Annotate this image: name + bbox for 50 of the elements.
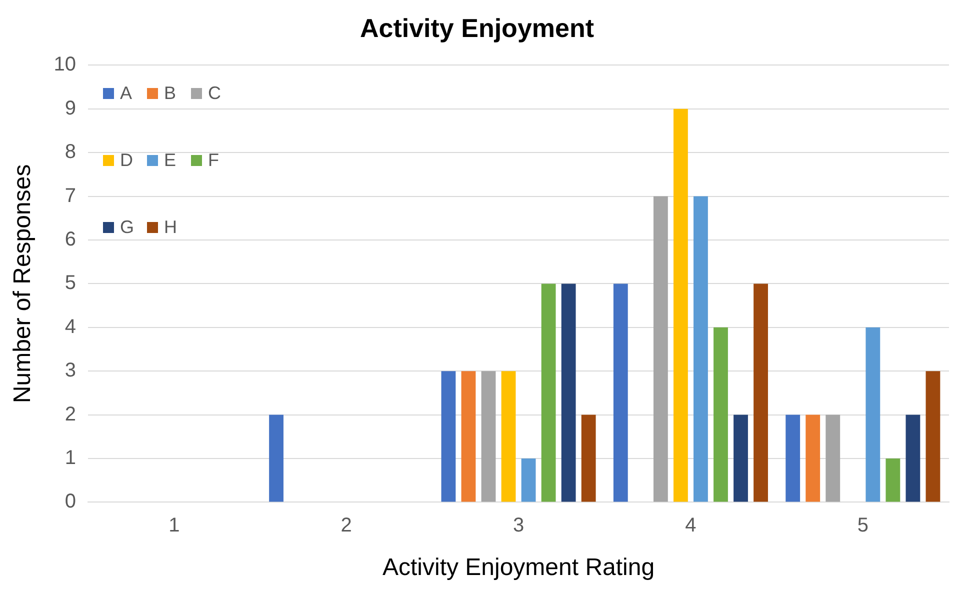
y-tick-label: 10 (54, 54, 76, 76)
bar (581, 414, 596, 502)
y-tick-label: 6 (64, 228, 76, 251)
y-tick-label: 9 (64, 97, 76, 120)
bar (481, 371, 496, 502)
bar (826, 414, 840, 502)
x-tick-label: 4 (685, 514, 696, 537)
bar (734, 414, 748, 502)
bar (541, 284, 556, 502)
bar (441, 371, 456, 502)
y-tick-label: 4 (64, 316, 76, 338)
y-tick-label: 2 (64, 403, 76, 426)
bar (561, 284, 576, 502)
legend-label: A (120, 82, 132, 104)
legend-label: H (164, 216, 178, 238)
y-tick-label: 3 (64, 360, 76, 382)
bar (461, 371, 476, 502)
bar (714, 327, 728, 502)
y-tick-label: 0 (64, 490, 76, 513)
legend-label: E (164, 150, 176, 171)
bar (521, 458, 536, 502)
bar (926, 371, 940, 502)
legend-label: D (120, 150, 134, 171)
y-axis-title: Number of Responses (9, 164, 36, 404)
legend-label: F (208, 150, 220, 171)
bar (806, 414, 820, 502)
bar (653, 196, 668, 502)
bar (269, 414, 284, 502)
x-tick-label: 5 (857, 514, 868, 537)
bar (866, 327, 880, 502)
x-axis-title: Activity Enjoyment Rating (382, 554, 655, 582)
x-tick-label: 2 (340, 514, 352, 537)
bar (613, 284, 628, 502)
bar (906, 414, 920, 502)
y-tick-label: 7 (64, 184, 76, 207)
legend-label: G (120, 216, 134, 238)
bar (886, 458, 900, 502)
bar (786, 414, 800, 502)
bar (754, 284, 768, 502)
bar (694, 196, 708, 502)
bar (501, 371, 516, 502)
x-tick-label: 1 (168, 514, 180, 537)
bar (674, 108, 688, 502)
legend-label: B (164, 82, 176, 104)
x-tick-label: 3 (512, 514, 524, 537)
y-tick-label: 5 (64, 272, 76, 294)
y-tick-label: 8 (64, 141, 76, 164)
y-tick-label: 1 (64, 447, 76, 470)
chart-title: Activity Enjoyment (360, 12, 594, 43)
legend-label: C (208, 82, 222, 104)
